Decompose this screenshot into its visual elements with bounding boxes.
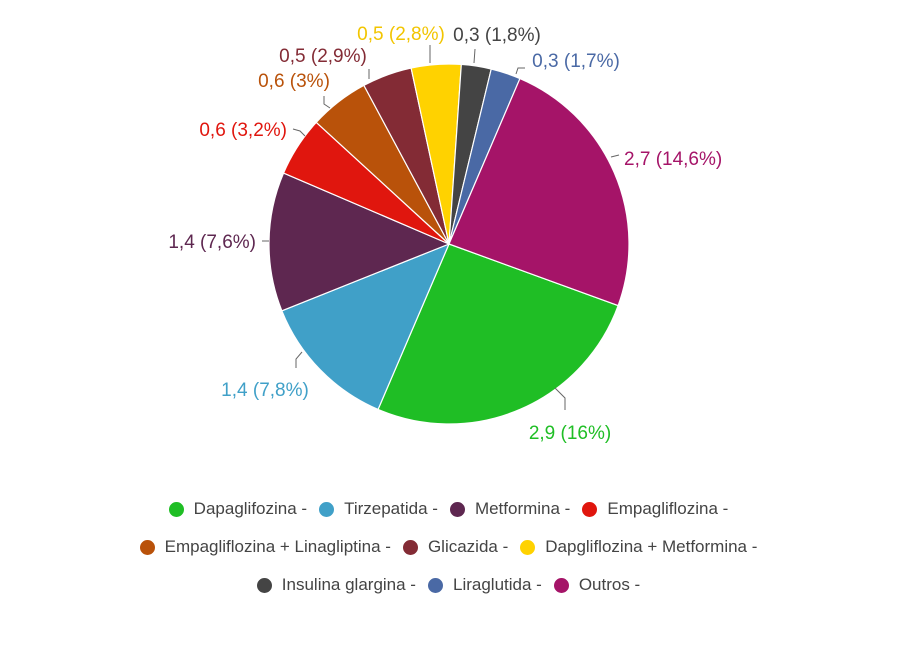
leader-line xyxy=(295,351,303,368)
legend-label: Dapaglifozina - xyxy=(193,499,308,518)
leader-line xyxy=(610,154,620,158)
legend-label: Empagliflozina + Linagliptina - xyxy=(164,537,391,556)
legend-row: Dapaglifozina - Tirzepatida - Metformina -… xyxy=(0,490,897,528)
legend-dot-icon xyxy=(449,501,465,517)
legend-label: Dapgliflozina + Metformina - xyxy=(545,537,758,556)
legend-label: Empagliflozina - xyxy=(607,499,729,518)
legend-item[interactable]: Dapaglifozina - xyxy=(168,499,308,519)
leader-line xyxy=(473,48,476,64)
slice-data-label: 2,9 (16%) xyxy=(529,423,611,444)
legend-row: Empagliflozina + Linagliptina - Glicazida… xyxy=(0,528,897,566)
legend-item[interactable]: Glicazida - xyxy=(402,537,509,557)
slice-data-label: 0,5 (2,8%) xyxy=(357,24,445,45)
legend-dot-icon xyxy=(139,539,155,555)
legend-label: Tirzepatida - xyxy=(344,499,438,518)
leader-line xyxy=(292,128,306,137)
slice-data-label: 0,6 (3%) xyxy=(258,71,330,92)
legend-label: Glicazida - xyxy=(427,537,509,556)
legend-item[interactable]: Empagliflozina - xyxy=(582,499,728,519)
slice-data-label: 0,3 (1,7%) xyxy=(532,51,620,72)
legend-dot-icon xyxy=(520,539,536,555)
slice-data-label: 1,4 (7,8%) xyxy=(221,380,309,401)
legend-item[interactable]: Tirzepatida - xyxy=(319,499,438,519)
pie-slice-metformina[interactable] xyxy=(268,172,451,312)
slice-data-label: 2,7 (14,6%) xyxy=(624,149,722,170)
legend-dot-icon xyxy=(256,577,272,593)
legend-item[interactable]: Empagliflozina + Linagliptina - xyxy=(139,537,391,557)
legend-dot-icon xyxy=(553,577,569,593)
leader-line xyxy=(554,387,566,410)
legend-item[interactable]: Metformina - xyxy=(449,499,571,519)
legend-item[interactable]: Insulina glargina - xyxy=(256,575,416,595)
chart-legend: Dapaglifozina - Tirzepatida - Metformina -… xyxy=(0,490,897,604)
legend-label: Metformina - xyxy=(474,499,571,518)
leader-line xyxy=(323,96,331,109)
slice-data-label: 0,6 (3,2%) xyxy=(199,120,287,141)
slice-data-label: 1,4 (7,6%) xyxy=(168,232,256,253)
pie-slice-outros[interactable] xyxy=(448,77,630,307)
legend-item[interactable]: Liraglutida - xyxy=(427,575,542,595)
leader-line xyxy=(515,67,525,75)
pie-slice-dapaglifozina[interactable] xyxy=(377,243,619,425)
legend-dot-icon xyxy=(168,501,184,517)
legend-label: Insulina glargina - xyxy=(281,575,416,594)
legend-row: Insulina glargina - Liraglutida - Outros - xyxy=(0,566,897,604)
legend-dot-icon xyxy=(402,539,418,555)
pie-chart-canvas: 2,9 (16%) 1,4 (7,8%) 1,4 (7,6%) 0,6 (3,2%) 0… xyxy=(168,24,722,444)
pie-slice-tirzepatida[interactable] xyxy=(281,242,451,411)
slice-data-label: 0,3 (1,8%) xyxy=(453,25,541,46)
legend-dot-icon xyxy=(427,577,443,593)
legend-dot-icon xyxy=(582,501,598,517)
legend-item[interactable]: Outros - xyxy=(553,575,641,595)
legend-item[interactable]: Dapgliflozina + Metformina - xyxy=(520,537,757,557)
legend-label: Outros - xyxy=(578,575,641,594)
slice-data-label: 0,5 (2,9%) xyxy=(279,46,367,67)
legend-label: Liraglutida - xyxy=(452,575,542,594)
legend-dot-icon xyxy=(319,501,335,517)
